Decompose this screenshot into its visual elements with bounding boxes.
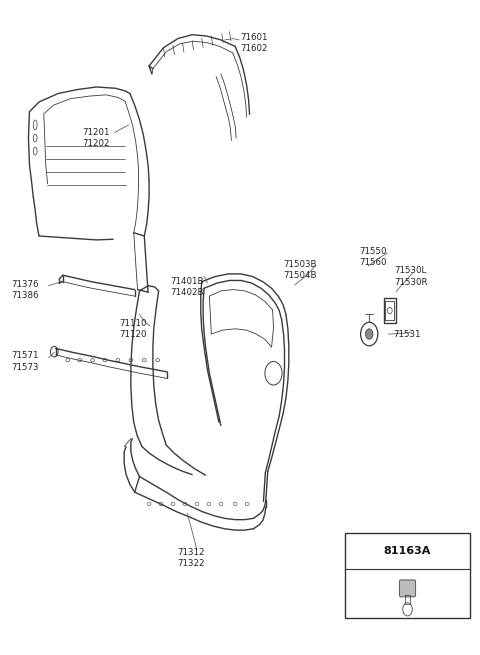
FancyBboxPatch shape <box>399 580 416 597</box>
Text: 71530L
71530R: 71530L 71530R <box>394 267 428 287</box>
Text: 71312
71322: 71312 71322 <box>177 548 204 568</box>
Bar <box>345 533 470 618</box>
Text: 71550
71560: 71550 71560 <box>360 247 387 267</box>
Text: 71110
71120: 71110 71120 <box>120 319 147 339</box>
Text: 71571
71573: 71571 71573 <box>11 352 39 371</box>
Text: 71201
71202: 71201 71202 <box>82 128 109 148</box>
Text: 71531: 71531 <box>393 329 420 339</box>
Text: 81163A: 81163A <box>384 546 431 556</box>
Text: 71601
71602: 71601 71602 <box>240 33 267 53</box>
Text: 71376
71386: 71376 71386 <box>11 280 39 299</box>
Text: 71401B
71402B: 71401B 71402B <box>170 277 204 297</box>
Text: 71503B
71504B: 71503B 71504B <box>283 260 317 280</box>
Circle shape <box>365 329 373 339</box>
